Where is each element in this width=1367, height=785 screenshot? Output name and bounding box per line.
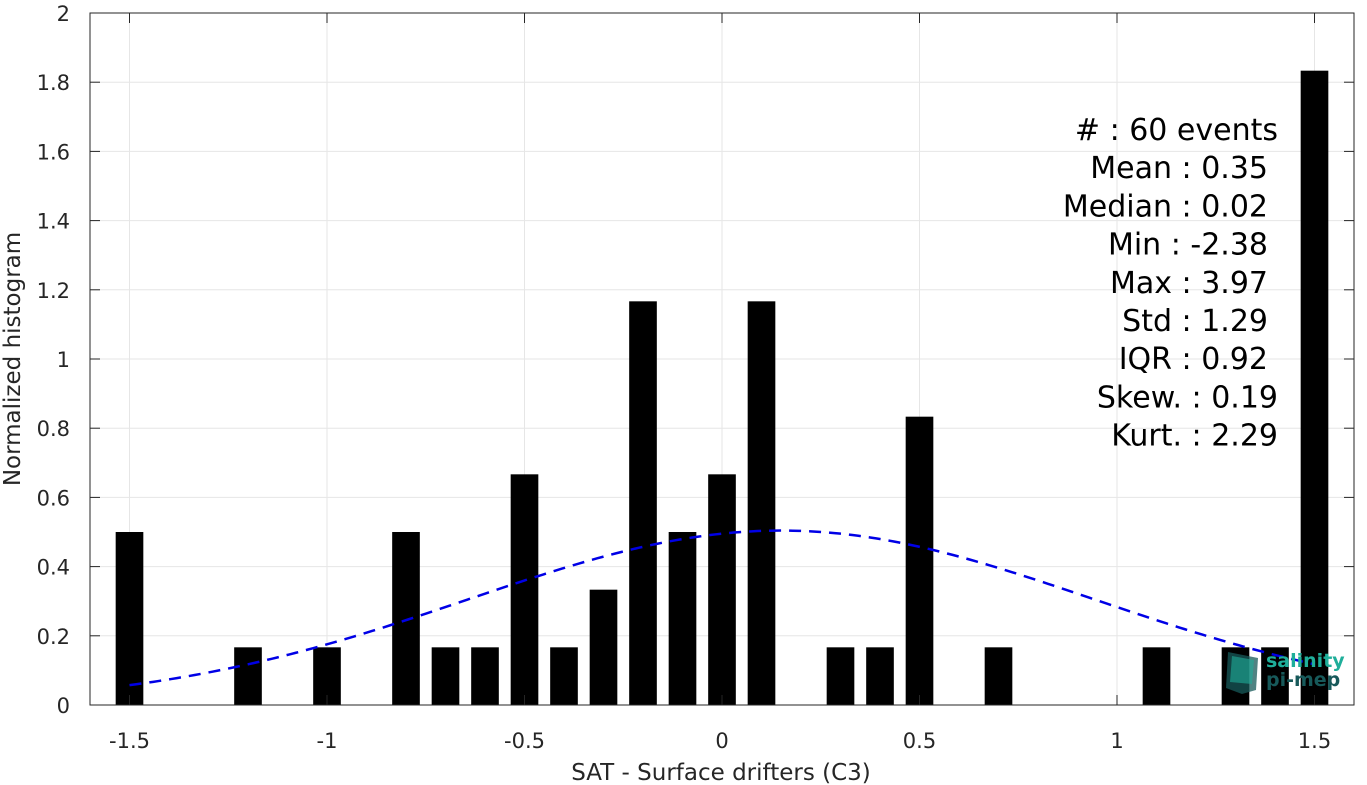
histogram-bar bbox=[905, 416, 934, 705]
histogram-bar bbox=[826, 647, 855, 705]
y-tick-label: 0.2 bbox=[37, 625, 70, 649]
stat-line: Min : -2.38 bbox=[1108, 228, 1268, 263]
stat-line: Median : 0.02 bbox=[1063, 189, 1268, 224]
histogram-bar bbox=[392, 532, 420, 705]
y-tick-label: 0.8 bbox=[37, 417, 70, 441]
histogram-bar bbox=[1300, 70, 1329, 705]
histogram-bar bbox=[471, 647, 499, 705]
y-tick-label: 0 bbox=[57, 694, 70, 718]
stat-line: IQR : 0.92 bbox=[1119, 342, 1268, 377]
histogram-bar bbox=[431, 647, 460, 705]
histogram-bar bbox=[866, 647, 894, 705]
y-tick-label: 1.6 bbox=[37, 140, 70, 164]
x-tick-label: -0.5 bbox=[504, 729, 545, 753]
histogram-bar bbox=[708, 474, 736, 705]
normal-fit-curve bbox=[129, 529, 1315, 687]
y-tick-label: 1 bbox=[57, 348, 70, 372]
x-tick-label: 0.5 bbox=[903, 729, 936, 753]
axis-ticks bbox=[90, 12, 1354, 706]
stat-line: Max : 3.97 bbox=[1110, 266, 1268, 301]
histogram-bar bbox=[510, 474, 539, 705]
y-tick-labels: 0 0.2 0.4 0.6 0.8 1 1.2 1.4 1.6 1.8 2 bbox=[37, 2, 70, 718]
logo-text-salinity: salinity bbox=[1266, 650, 1345, 672]
stat-line: Mean : 0.35 bbox=[1090, 151, 1268, 186]
y-axis-label: Normalized histogram bbox=[0, 232, 26, 486]
x-tick-label: 1 bbox=[1110, 729, 1123, 753]
histogram-bar bbox=[1261, 647, 1289, 705]
histogram-bar bbox=[589, 589, 618, 705]
y-tick-label: 0.6 bbox=[37, 486, 70, 510]
x-axis-label: SAT - Surface drifters (C3) bbox=[571, 760, 871, 785]
logo-text-pimep: pi-mep bbox=[1266, 669, 1340, 691]
y-tick-label: 0.4 bbox=[37, 556, 70, 580]
histogram-bar bbox=[629, 301, 657, 705]
stat-line: Kurt. : 2.29 bbox=[1111, 419, 1278, 454]
histogram-bar bbox=[234, 647, 262, 705]
histogram-bar bbox=[550, 647, 578, 705]
salinity-pimep-logo: salinity pi-mep bbox=[1226, 650, 1345, 694]
stat-line: Skew. : 0.19 bbox=[1097, 380, 1278, 415]
histogram-bar bbox=[984, 647, 1013, 705]
x-tick-label: -1 bbox=[317, 729, 338, 753]
histogram-bar bbox=[747, 301, 776, 705]
histogram-bar bbox=[668, 532, 697, 705]
x-tick-labels: -1.5 -1 -0.5 0 0.5 1 1.5 bbox=[109, 729, 1331, 753]
x-tick-label: 0 bbox=[715, 729, 728, 753]
y-tick-label: 1.2 bbox=[37, 279, 70, 303]
y-tick-label: 1.8 bbox=[37, 71, 70, 95]
stat-line: Std : 1.29 bbox=[1122, 304, 1268, 339]
y-tick-label: 2 bbox=[57, 2, 70, 26]
histogram-bar bbox=[115, 532, 144, 705]
stat-line: # : 60 events bbox=[1075, 113, 1278, 148]
histogram-bar bbox=[1142, 647, 1171, 705]
x-tick-label: 1.5 bbox=[1298, 729, 1331, 753]
x-tick-label: -1.5 bbox=[109, 729, 150, 753]
y-tick-label: 1.4 bbox=[37, 210, 70, 234]
